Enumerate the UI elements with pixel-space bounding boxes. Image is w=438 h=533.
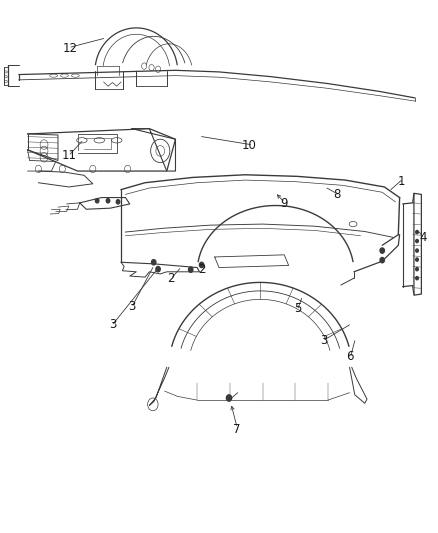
Text: 9: 9 [280, 197, 288, 211]
Circle shape [116, 200, 120, 204]
Text: 1: 1 [398, 175, 406, 188]
Circle shape [156, 266, 160, 272]
Text: 8: 8 [333, 189, 340, 201]
Circle shape [199, 262, 204, 268]
Text: 7: 7 [233, 423, 240, 437]
Text: 11: 11 [61, 149, 76, 161]
Circle shape [226, 395, 232, 401]
Circle shape [416, 268, 418, 271]
Circle shape [188, 267, 193, 272]
Circle shape [380, 257, 385, 263]
Text: 5: 5 [293, 302, 301, 316]
Circle shape [416, 230, 418, 233]
Circle shape [152, 260, 156, 265]
Circle shape [380, 248, 385, 253]
Text: 10: 10 [242, 139, 257, 152]
Circle shape [416, 258, 418, 261]
Circle shape [416, 239, 418, 243]
Circle shape [416, 249, 418, 252]
Text: 12: 12 [63, 42, 78, 54]
Circle shape [106, 199, 110, 203]
Text: 6: 6 [346, 350, 353, 363]
Text: 4: 4 [420, 231, 427, 244]
Text: 3: 3 [320, 334, 327, 347]
Circle shape [95, 199, 99, 203]
Text: 3: 3 [128, 300, 136, 313]
Text: 2: 2 [198, 263, 205, 276]
Circle shape [416, 277, 418, 280]
Text: 3: 3 [109, 318, 116, 332]
Text: 2: 2 [167, 272, 175, 285]
